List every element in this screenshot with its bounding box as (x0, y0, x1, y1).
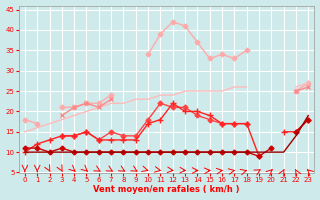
X-axis label: Vent moyen/en rafales ( km/h ): Vent moyen/en rafales ( km/h ) (93, 185, 240, 194)
